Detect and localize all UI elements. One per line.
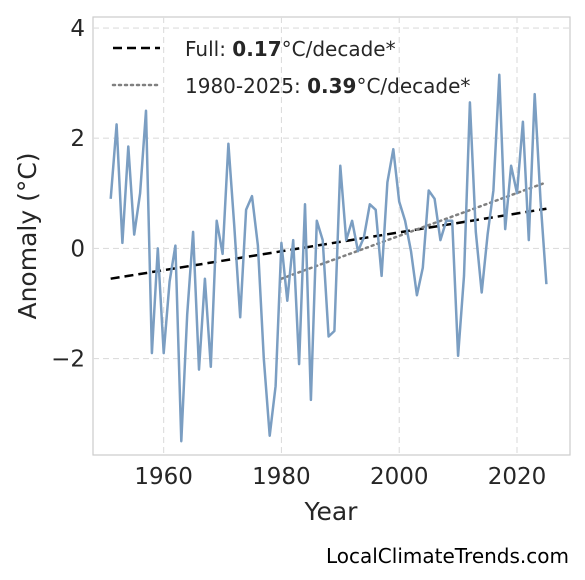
plot-area (92, 16, 571, 456)
series-lines (109, 73, 548, 443)
credit-text: LocalClimateTrends.com (325, 544, 569, 568)
trend-lines (110, 181, 548, 280)
x-tick-label: 1980 (252, 464, 311, 490)
y-tick-label: −2 (51, 347, 85, 373)
legend-suffix: °C/decade* (356, 74, 470, 98)
legend-label: Full: 0.17°C/decade* (185, 37, 396, 61)
x-tick-label: 2020 (488, 464, 547, 490)
grid-lines (93, 17, 570, 455)
legend-label: 1980-2025: 0.39°C/decade* (185, 74, 470, 98)
x-tick-label: 1960 (134, 464, 193, 490)
legend-value: 0.39 (307, 74, 356, 98)
trend-line-recent (280, 181, 548, 280)
x-tick-labels: 1960 1980 2000 2020 (134, 464, 546, 490)
x-axis-title: Year (304, 497, 359, 526)
y-tick-label: 0 (70, 236, 85, 262)
y-tick-labels: −2 0 2 4 (51, 16, 85, 373)
x-tick-label: 2000 (370, 464, 429, 490)
legend-value: 0.17 (232, 37, 281, 61)
legend-prefix: Full: (185, 37, 232, 61)
series-line (109, 73, 548, 443)
legend-suffix: °C/decade* (282, 37, 396, 61)
y-tick-label: 4 (70, 16, 85, 42)
legend: Full: 0.17°C/decade*1980-2025: 0.39°C/de… (111, 37, 470, 98)
trend-line-full (110, 207, 547, 280)
y-axis-title: Anomaly (°C) (13, 152, 42, 319)
legend-prefix: 1980-2025: (185, 74, 307, 98)
y-tick-label: 2 (70, 126, 85, 152)
